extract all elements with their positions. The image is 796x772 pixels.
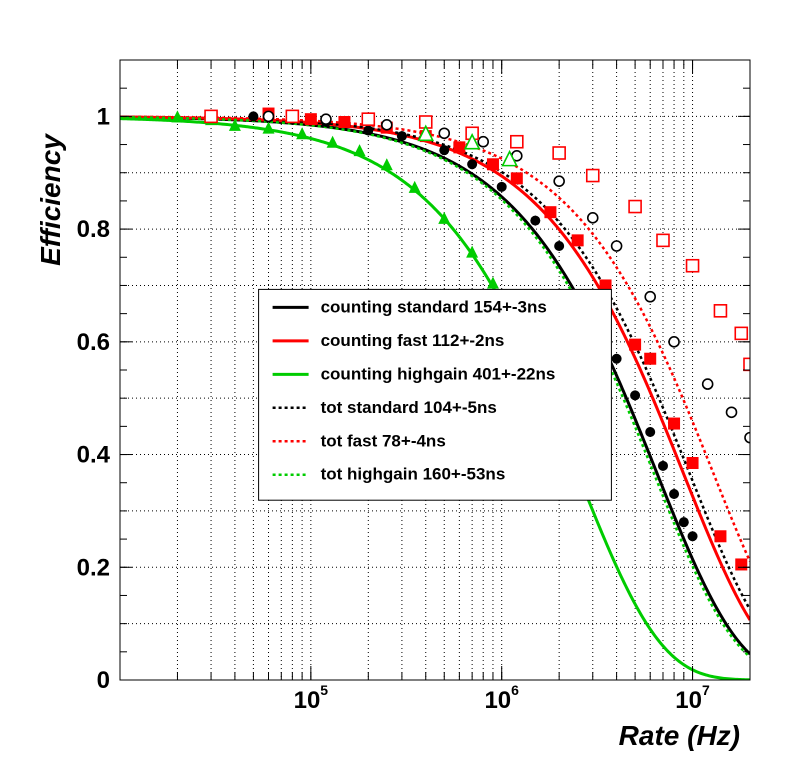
legend: counting standard 154+-3ns counting fast … [259,289,612,500]
svg-text:counting highgain 401+-22ns: counting highgain 401+-22ns [321,364,556,383]
svg-text:1: 1 [97,103,110,130]
svg-text:Efficiency: Efficiency [35,133,66,266]
svg-text:0: 0 [97,667,110,694]
svg-text:105: 105 [294,682,329,714]
svg-text:tot fast 78+-4ns: tot fast 78+-4ns [321,431,446,450]
svg-text:counting standard 154+-3ns: counting standard 154+-3ns [321,297,547,316]
svg-text:106: 106 [484,682,519,714]
svg-text:tot standard 104+-5ns: tot standard 104+-5ns [321,398,497,417]
chart-container: 0 0.2 0.4 0.6 0.8 1 105 106 107 Efficiency Rate (H… [0,0,796,772]
svg-text:0.8: 0.8 [77,216,110,243]
svg-text:0.4: 0.4 [77,442,111,469]
svg-text:0.6: 0.6 [77,329,110,356]
svg-text:tot highgain 160+-53ns: tot highgain 160+-53ns [321,465,506,484]
svg-text:0.2: 0.2 [77,554,110,581]
svg-text:counting fast 112+-2ns: counting fast 112+-2ns [321,331,505,350]
svg-text:107: 107 [675,682,710,714]
svg-text:Rate (Hz): Rate (Hz) [619,720,740,751]
